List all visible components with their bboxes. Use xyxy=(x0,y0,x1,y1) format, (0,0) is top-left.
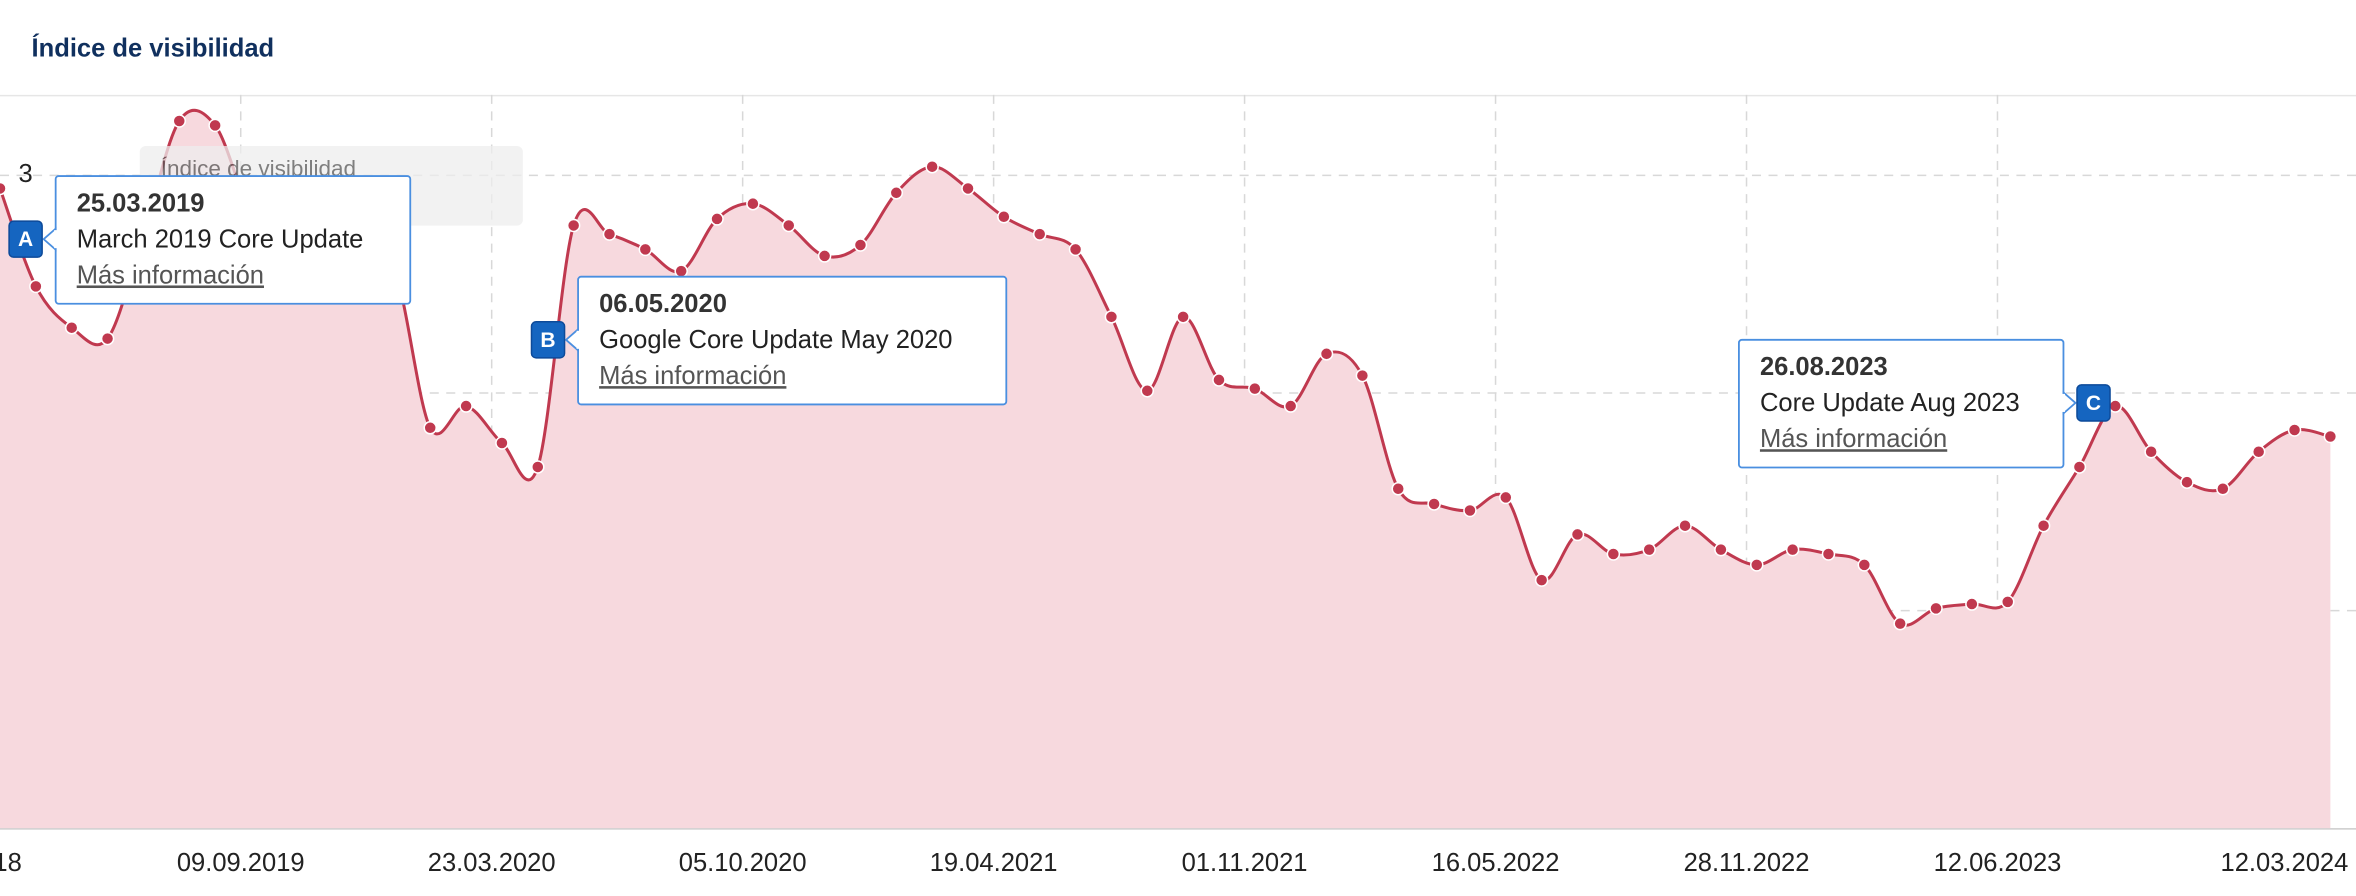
event-annotation: 25.03.2019 March 2019 Core Update Más info… xyxy=(42,175,412,305)
event-link[interactable]: Más información xyxy=(599,362,786,390)
data-point xyxy=(1319,347,1334,361)
data-point xyxy=(925,159,939,174)
data-point xyxy=(1570,527,1585,542)
data-point xyxy=(1678,518,1692,533)
event-marker[interactable]: B xyxy=(530,321,566,359)
data-point xyxy=(100,331,115,346)
data-point xyxy=(1785,542,1800,557)
data-point xyxy=(531,460,545,474)
data-point xyxy=(1355,368,1370,383)
data-point xyxy=(1427,497,1441,511)
event-pointer xyxy=(42,226,57,252)
event-link[interactable]: Más información xyxy=(1760,425,1947,453)
data-point xyxy=(1821,547,1836,561)
data-point xyxy=(1068,242,1083,257)
data-point xyxy=(889,186,904,200)
data-point xyxy=(1212,373,1226,387)
data-point xyxy=(1463,503,1477,518)
data-point xyxy=(1857,558,1872,572)
y-tick-label: 3 xyxy=(18,160,32,188)
event-letter: B xyxy=(540,329,555,352)
x-tick-label: 18 xyxy=(0,849,22,877)
data-point xyxy=(997,209,1011,224)
data-point xyxy=(853,238,868,252)
event-date: 25.03.2019 xyxy=(77,189,205,217)
x-tick-label: 19.04.2021 xyxy=(930,849,1058,877)
data-point xyxy=(2180,475,2194,489)
event-badge xyxy=(530,321,566,359)
data-point xyxy=(1534,573,1549,587)
event-link[interactable]: Más información xyxy=(77,261,264,289)
data-point xyxy=(2251,444,2266,459)
x-tick-label: 16.05.2022 xyxy=(1432,849,1560,877)
data-point xyxy=(495,436,509,450)
data-point xyxy=(2287,423,2302,437)
event-letter: A xyxy=(18,228,33,251)
event-title: Core Update Aug 2023 xyxy=(1760,389,2020,417)
data-point xyxy=(1283,399,1298,413)
data-point xyxy=(1248,381,1262,396)
x-tick-label: 12.06.2023 xyxy=(1934,849,2062,877)
event-date: 26.08.2023 xyxy=(1760,353,1888,381)
event-pointer xyxy=(2062,390,2077,416)
data-point xyxy=(1749,558,1764,572)
event-badge xyxy=(2076,384,2111,422)
data-point xyxy=(961,181,975,196)
data-point xyxy=(1606,547,1621,561)
data-point xyxy=(1965,597,1979,611)
data-point xyxy=(1391,481,1405,496)
event-title: Google Core Update May 2020 xyxy=(599,326,952,354)
data-point xyxy=(2108,399,2123,413)
x-tick-label: 09.09.2019 xyxy=(177,849,305,877)
data-point xyxy=(1104,310,1119,324)
data-point xyxy=(459,399,473,413)
event-badge xyxy=(8,220,43,258)
data-point xyxy=(2144,444,2158,459)
data-point xyxy=(1929,601,1943,616)
data-point xyxy=(64,320,79,335)
chart-title: Índice de visibilidad xyxy=(32,34,275,63)
event-letter: C xyxy=(2086,392,2101,415)
data-point xyxy=(746,196,760,211)
data-point xyxy=(566,218,581,233)
event-marker[interactable]: A xyxy=(8,220,43,258)
data-point xyxy=(1893,616,1907,631)
data-point xyxy=(2072,460,2087,474)
x-tick-label: 01.11.2021 xyxy=(1182,849,1308,877)
data-point xyxy=(2323,429,2338,444)
event-marker[interactable]: C xyxy=(2076,384,2111,422)
data-point xyxy=(172,114,187,128)
data-point xyxy=(710,212,724,226)
data-point xyxy=(1642,542,1656,557)
data-point xyxy=(2000,595,2015,609)
data-point xyxy=(0,181,7,196)
data-point xyxy=(208,118,222,133)
data-point xyxy=(1499,490,1513,505)
data-point xyxy=(602,227,617,241)
x-tick-label: 12.03.2024 xyxy=(2221,849,2349,877)
data-point xyxy=(638,242,653,257)
data-point xyxy=(423,421,437,435)
data-point xyxy=(29,279,43,294)
event-date: 06.05.2020 xyxy=(599,290,727,318)
x-tick-label: 28.11.2022 xyxy=(1684,849,1810,877)
data-point xyxy=(1140,384,1155,398)
data-point xyxy=(1714,542,1728,557)
x-tick-label: 23.03.2020 xyxy=(428,849,556,877)
event-annotation: 06.05.2020 Google Core Update May 2020 Más… xyxy=(564,275,1008,406)
data-point xyxy=(817,249,832,263)
event-title: March 2019 Core Update xyxy=(77,225,364,253)
event-annotation: 26.08.2023 Core Update Aug 2023 Más inform… xyxy=(1738,338,2077,469)
data-point xyxy=(781,218,796,233)
data-point xyxy=(1176,310,1190,324)
data-point xyxy=(674,264,688,278)
x-tick-label: 05.10.2020 xyxy=(679,849,807,877)
data-point xyxy=(1032,227,1047,241)
data-point xyxy=(2036,518,2051,533)
data-point xyxy=(2216,481,2230,496)
